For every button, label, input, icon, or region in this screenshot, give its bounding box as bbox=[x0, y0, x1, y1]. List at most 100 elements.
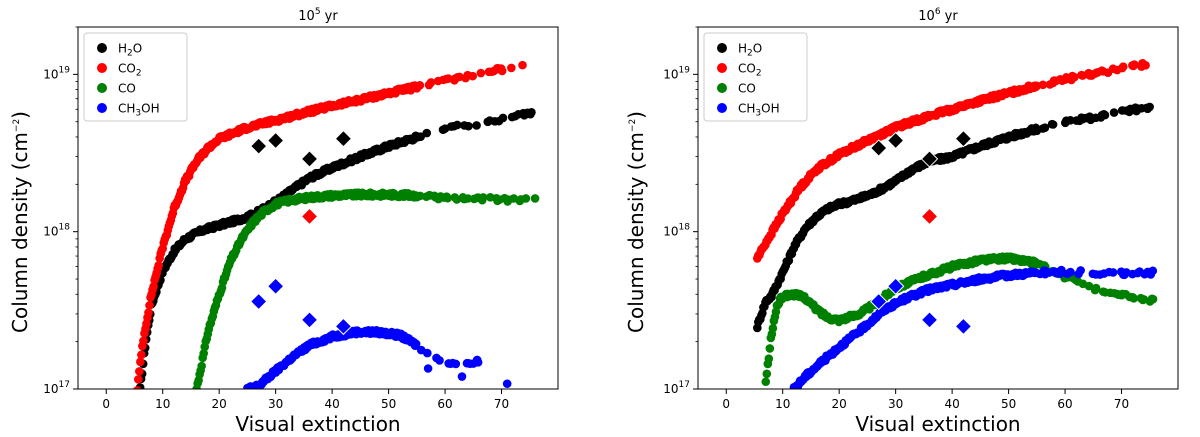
x-tick-label: 50 bbox=[1001, 397, 1016, 411]
legend-label: CO2 bbox=[118, 62, 142, 79]
plot-frame bbox=[77, 26, 559, 390]
data-point bbox=[1091, 283, 1101, 293]
data-point bbox=[771, 307, 781, 317]
x-tick-label: 50 bbox=[381, 397, 396, 411]
legend-marker bbox=[717, 83, 727, 93]
legend-label: CH3OH bbox=[738, 102, 780, 119]
data-point bbox=[1130, 60, 1139, 69]
data-point bbox=[497, 66, 507, 76]
data-point bbox=[472, 121, 481, 130]
legend-label: CO bbox=[118, 82, 136, 96]
left-title: 105 yr bbox=[298, 7, 338, 24]
observation-marker bbox=[334, 317, 353, 336]
x-tick-label: 0 bbox=[102, 397, 110, 411]
legend-marker bbox=[97, 103, 107, 113]
data-point bbox=[768, 323, 778, 333]
plot-frame bbox=[697, 26, 1179, 390]
data-point bbox=[145, 301, 154, 310]
data-point bbox=[415, 81, 425, 90]
x-tick-label: 20 bbox=[832, 397, 847, 411]
data-point bbox=[1076, 266, 1085, 275]
x-tick-label: 40 bbox=[944, 397, 959, 411]
legend-marker bbox=[97, 83, 107, 93]
x-tick-label: 0 bbox=[722, 397, 730, 411]
data-point bbox=[762, 369, 772, 379]
y-tick-label: 1018 bbox=[663, 223, 690, 239]
data-point bbox=[1048, 120, 1058, 129]
data-point bbox=[761, 377, 771, 387]
x-tick-label: 40 bbox=[324, 397, 339, 411]
data-point bbox=[1038, 80, 1048, 90]
y-tick-label: 1019 bbox=[43, 65, 70, 81]
observation-marker bbox=[869, 292, 888, 311]
data-point bbox=[502, 379, 512, 389]
observation-marker bbox=[920, 150, 939, 168]
data-point bbox=[154, 261, 163, 270]
data-point bbox=[1070, 72, 1079, 82]
right-xlabel: Visual extinction bbox=[855, 412, 1020, 436]
x-tick-label: 20 bbox=[212, 397, 227, 411]
legend-box bbox=[703, 32, 808, 122]
observation-marker bbox=[920, 311, 939, 329]
observation-marker bbox=[300, 150, 319, 168]
data-point bbox=[530, 194, 540, 203]
panel-left: Column density (cm−2) 105 yr 10171018101… bbox=[8, 7, 559, 436]
data-points bbox=[752, 58, 1158, 389]
data-point bbox=[133, 386, 142, 389]
observation-marker bbox=[886, 131, 905, 150]
left-plot-area: 1017 1018 1019 0 10 20 30 40 50 60 70 H2O CO2 CO CH3OH bbox=[43, 26, 559, 411]
data-point bbox=[435, 356, 444, 365]
data-point bbox=[1066, 267, 1075, 277]
data-points bbox=[133, 60, 540, 389]
data-point bbox=[199, 349, 209, 358]
data-point bbox=[518, 60, 527, 70]
data-point bbox=[476, 68, 486, 78]
observation-marker bbox=[300, 207, 319, 226]
legend-label: CH3OH bbox=[118, 102, 160, 119]
data-point bbox=[1145, 102, 1154, 112]
legend-marker bbox=[97, 43, 107, 53]
x-tick-label: 60 bbox=[1057, 397, 1072, 411]
x-tick-label: 10 bbox=[775, 397, 790, 411]
y-tick-label: 1017 bbox=[663, 380, 690, 396]
data-point bbox=[468, 71, 478, 81]
data-point bbox=[1108, 268, 1118, 277]
data-point bbox=[764, 354, 774, 363]
legend-marker bbox=[717, 103, 727, 113]
data-point bbox=[136, 357, 145, 367]
legend-label: H2O bbox=[118, 42, 142, 59]
observation-marker bbox=[266, 131, 285, 150]
data-point bbox=[426, 78, 436, 87]
observation-marker bbox=[869, 139, 888, 157]
data-point bbox=[478, 193, 488, 202]
x-tick-label: 70 bbox=[494, 397, 509, 411]
data-point bbox=[1066, 115, 1075, 125]
data-point bbox=[1141, 61, 1150, 70]
data-point bbox=[197, 361, 206, 371]
data-point bbox=[457, 372, 467, 381]
data-point bbox=[507, 63, 516, 73]
legend-marker bbox=[717, 63, 727, 73]
data-point bbox=[1040, 123, 1050, 132]
x-tick-label: 10 bbox=[155, 397, 170, 411]
x-tick-label: 30 bbox=[888, 397, 903, 411]
data-point bbox=[498, 113, 508, 123]
data-point bbox=[423, 364, 433, 373]
data-point bbox=[423, 348, 432, 358]
legend-label: CO2 bbox=[738, 62, 762, 79]
data-point bbox=[1109, 108, 1119, 117]
left-xlabel: Visual extinction bbox=[235, 412, 400, 436]
data-point bbox=[452, 120, 462, 130]
observation-marker bbox=[954, 129, 973, 148]
legend: H2O CO2 CO CH3OH bbox=[703, 32, 808, 122]
data-point bbox=[411, 339, 421, 349]
data-point bbox=[1118, 62, 1128, 72]
x-tick-label: 30 bbox=[268, 397, 283, 411]
data-point bbox=[527, 108, 536, 117]
y-tick-label: 1019 bbox=[663, 65, 690, 81]
data-point bbox=[137, 350, 146, 360]
observation-marker bbox=[334, 129, 353, 148]
observation-marker bbox=[266, 277, 285, 295]
y-tick-label: 1018 bbox=[43, 223, 70, 239]
data-point bbox=[144, 308, 153, 317]
